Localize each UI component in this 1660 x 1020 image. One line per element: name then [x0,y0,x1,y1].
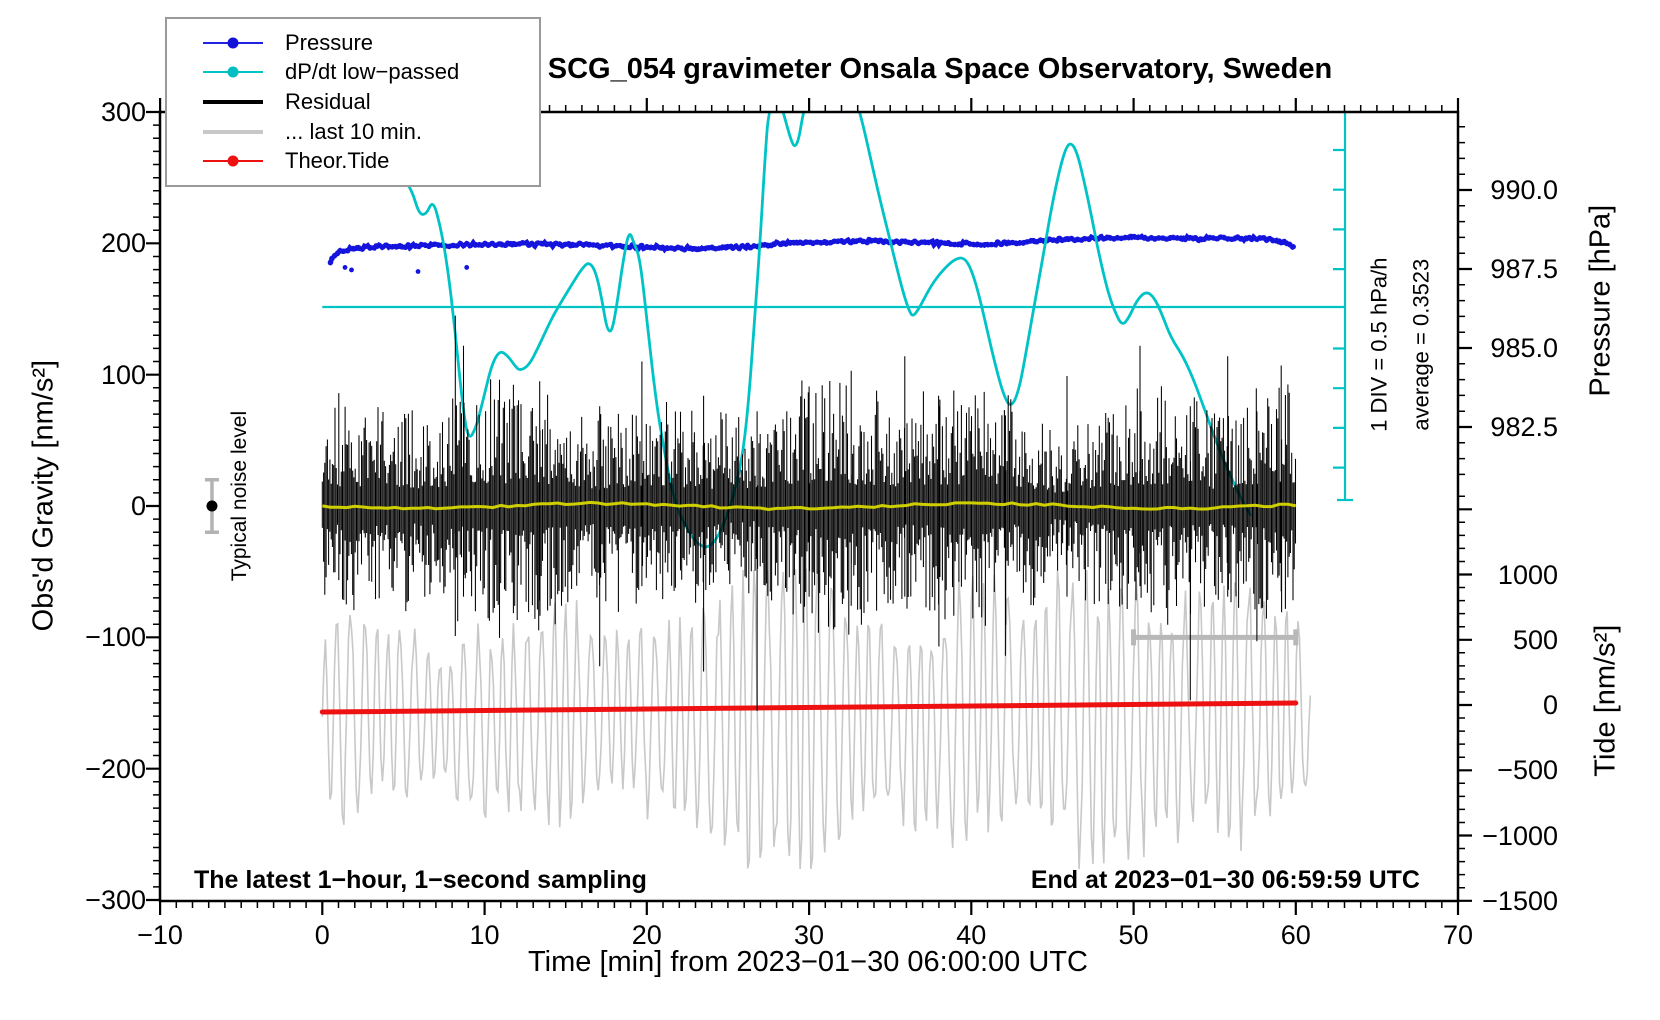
legend: Pressure dP/dt low−passed Residual ... l… [165,17,541,187]
residual-line-icon [203,94,263,110]
gravity-tick-label: 300 [100,97,146,127]
tide-tick-label: 0 [1542,690,1558,720]
pressure-axis-title: Pressure [hPa] [1584,204,1617,397]
sampling-note: The latest 1−hour, 1−second sampling [194,866,647,894]
noise-level-label: Typical noise level [227,410,251,582]
gravity-tick-label: 100 [100,359,146,390]
pressure-tick-label: 987.5 [1490,254,1558,284]
pressure-tick-label: 982.5 [1490,412,1558,442]
legend-label: ... last 10 min. [285,118,422,144]
legend-item-pressure: Pressure [167,28,539,58]
tide-tick-label: −1500 [1482,885,1558,916]
tide-tick-label: 500 [1512,624,1558,655]
legend-item-last10min: ... last 10 min. [167,117,539,147]
x-tick-label: 50 [1118,920,1149,950]
dpdt-average-note: average = 0.3523 [1408,258,1434,431]
dpdt-div-note: 1 DIV = 0.5 hPa/h [1366,257,1392,432]
legend-item-dpdt: dP/dt low−passed [167,58,539,88]
dpdt-line-icon [203,64,263,80]
gravity-tick-label: 0 [130,491,146,521]
x-tick-label: 30 [794,920,825,950]
x-axis-title: Time [min] from 2023−01−30 06:00:00 UTC [528,946,1088,978]
pressure-tick-label: 985.0 [1490,333,1558,363]
x-tick-label: 60 [1280,920,1311,950]
legend-label: dP/dt low−passed [285,59,460,85]
end-time-note: End at 2023−01−30 06:59:59 UTC [1030,866,1420,894]
gravity-tick-label: −200 [85,753,146,784]
legend-item-theortide: Theor.Tide [167,146,539,176]
x-tick-label: 10 [469,920,500,950]
x-tick-label: 0 [314,920,330,950]
gravity-tick-label: 200 [100,228,146,259]
tide-tick-label: −1000 [1482,820,1558,851]
tide-tick-label: 1000 [1497,559,1558,590]
last10min-line-icon [203,124,263,140]
theortide-line-icon [203,153,263,169]
tide-axis-title: Tide [nm/s²] [1589,624,1622,777]
legend-label: Theor.Tide [285,148,390,174]
x-tick-label: −10 [137,920,183,950]
gravity-tick-label: −300 [85,884,146,915]
pressure-line-icon [203,35,263,51]
legend-label: Pressure [285,29,374,55]
pressure-tick-label: 990.0 [1490,175,1558,205]
legend-item-residual: Residual [167,87,539,117]
gravity-tick-label: −100 [85,622,146,653]
legend-label: Residual [285,88,371,114]
x-tick-label: 40 [956,920,987,950]
chart-title: SCG_054 gravimeter Onsala Space Observat… [547,53,1333,85]
x-tick-label: 20 [631,920,662,950]
x-tick-label: 70 [1443,920,1474,950]
tide-tick-label: −500 [1497,755,1558,786]
